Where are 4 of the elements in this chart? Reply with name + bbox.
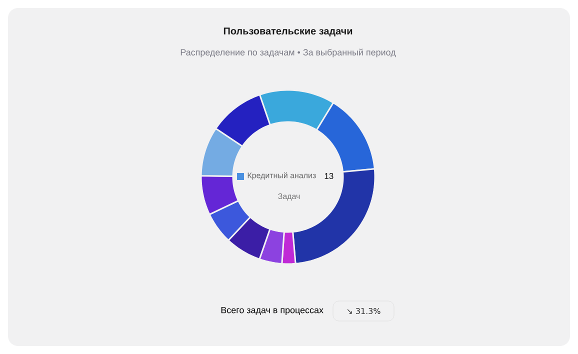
chart-title: Пользовательские задачи bbox=[224, 28, 352, 36]
text: 13 bbox=[324, 173, 334, 179]
text: Всего задач в процессах bbox=[221, 306, 324, 316]
chart-subtitle: Распределение по задачам • За выбранный период bbox=[180, 48, 396, 58]
